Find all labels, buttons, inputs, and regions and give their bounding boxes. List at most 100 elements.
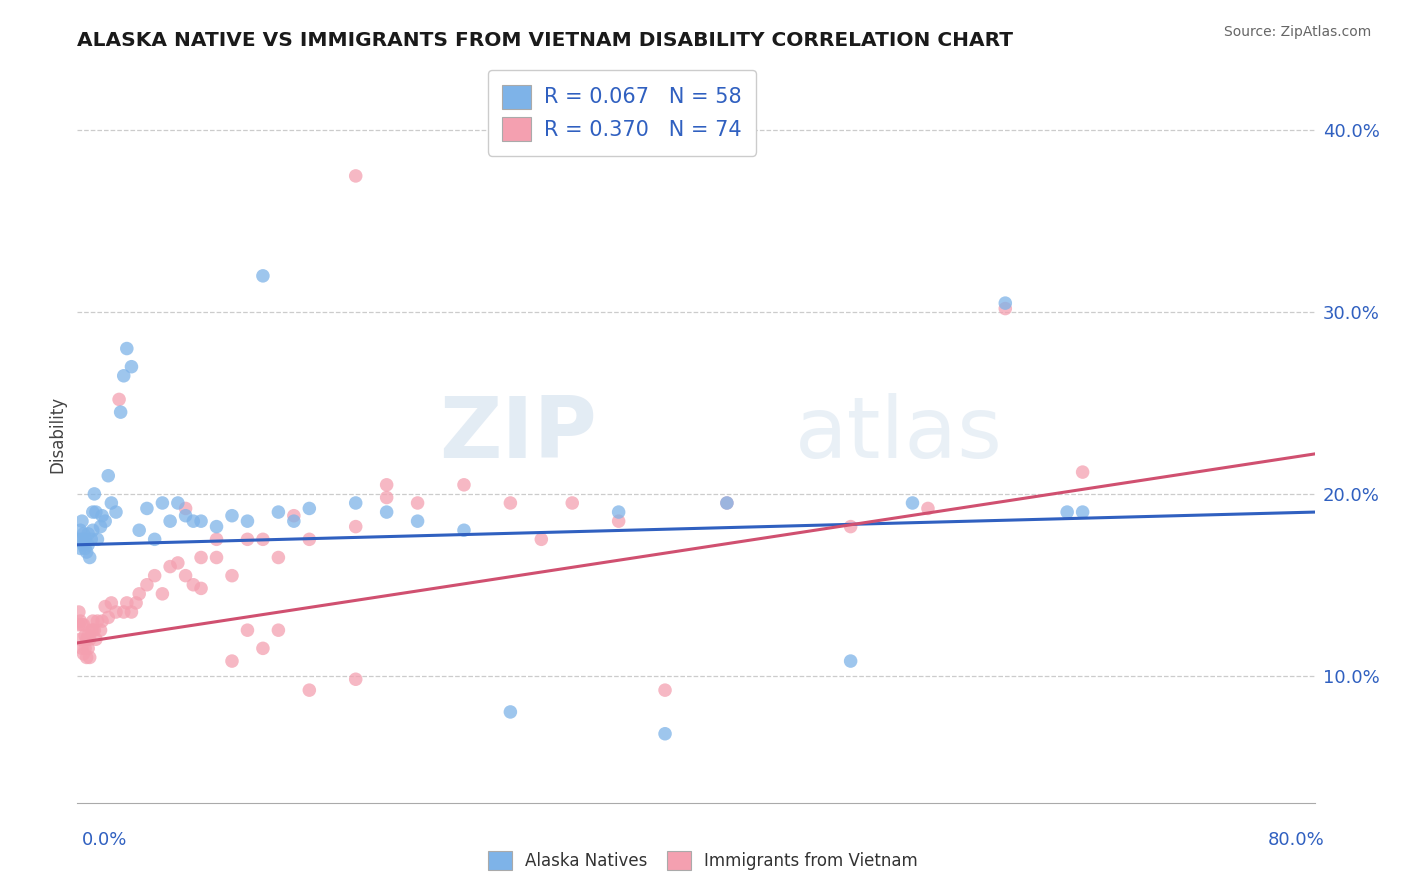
Text: 80.0%: 80.0% [1268,831,1324,849]
Point [72,538,94,552]
Point [607,514,630,528]
Point [82,505,104,519]
Point [607,505,630,519]
Point [90,623,111,637]
Point [205,533,228,547]
Point [205,550,228,565]
Point [91,614,114,628]
Point [221,568,243,582]
Point [75,533,96,547]
Point [839,519,862,533]
Point [839,654,862,668]
Point [90,519,111,533]
Point [406,514,429,528]
Point [76,650,98,665]
Point [499,496,522,510]
Point [375,505,398,519]
Point [80,623,103,637]
Point [453,478,475,492]
Point [530,533,553,547]
Point [112,605,135,619]
Point [72,647,94,661]
Point [344,496,367,510]
Point [174,568,197,582]
Point [159,559,181,574]
Point [406,496,429,510]
Text: 0.0%: 0.0% [82,831,127,849]
Point [77,538,100,552]
Point [252,268,274,283]
Point [283,514,305,528]
Point [70,617,93,632]
Point [125,596,148,610]
Point [75,641,96,656]
Point [174,501,197,516]
Point [143,568,166,582]
Point [79,550,101,565]
Point [112,368,135,383]
Point [375,491,398,505]
Point [252,533,274,547]
Point [221,508,243,523]
Point [70,514,93,528]
Point [205,519,228,533]
Point [453,523,475,537]
Point [80,533,103,547]
Point [375,478,398,492]
Point [167,556,190,570]
Legend: Alaska Natives, Immigrants from Vietnam: Alaska Natives, Immigrants from Vietnam [482,844,924,877]
Point [115,342,138,356]
Point [75,541,96,556]
Point [267,505,290,519]
Point [67,533,90,547]
Point [298,501,321,516]
Point [84,632,107,647]
Point [94,599,117,614]
Point [82,614,104,628]
Point [105,505,127,519]
Point [994,296,1017,310]
Point [128,523,150,537]
Point [82,523,104,537]
Point [236,623,259,637]
Point [105,605,127,619]
Point [267,550,290,565]
Point [69,632,91,647]
Point [252,641,274,656]
Point [72,527,94,541]
Point [174,508,197,523]
Point [561,496,583,510]
Point [100,496,122,510]
Point [110,405,132,419]
Point [183,578,205,592]
Text: ALASKA NATIVE VS IMMIGRANTS FROM VIETNAM DISABILITY CORRELATION CHART: ALASKA NATIVE VS IMMIGRANTS FROM VIETNAM… [77,31,1014,50]
Point [128,587,150,601]
Point [159,514,181,528]
Point [716,496,738,510]
Text: ZIP: ZIP [439,393,598,476]
Point [76,545,98,559]
Point [69,614,91,628]
Point [1071,505,1094,519]
Point [91,508,114,523]
Point [86,533,108,547]
Point [136,578,159,592]
Point [83,487,105,501]
Point [167,496,190,510]
Point [121,359,143,374]
Point [654,727,676,741]
Point [190,550,212,565]
Point [86,614,108,628]
Point [183,514,205,528]
Y-axis label: Disability: Disability [48,396,66,474]
Point [1056,505,1078,519]
Point [67,617,90,632]
Point [994,301,1017,316]
Point [94,514,117,528]
Point [115,596,138,610]
Point [344,672,367,686]
Point [77,641,100,656]
Point [716,496,738,510]
Point [190,582,212,596]
Point [1071,465,1094,479]
